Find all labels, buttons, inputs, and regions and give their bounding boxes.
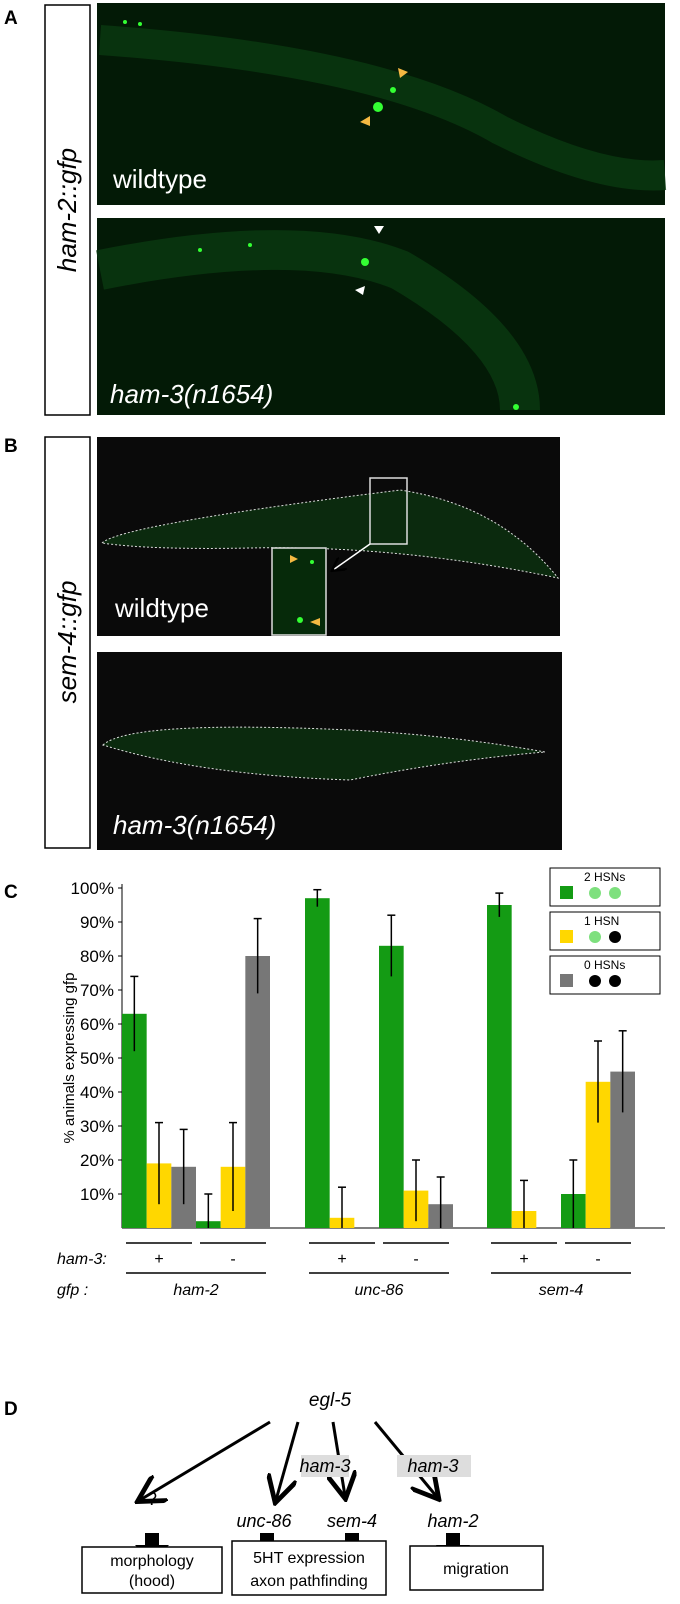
- target-node: unc-86: [236, 1511, 292, 1531]
- legend-dot: [589, 975, 601, 987]
- category-label: +: [154, 1251, 163, 1268]
- row-label: gfp :: [57, 1282, 88, 1299]
- y-tick-label: 100%: [71, 879, 114, 898]
- label-box: [44, 4, 91, 416]
- category-label: -: [230, 1251, 235, 1268]
- y-tick-label: 90%: [80, 913, 114, 932]
- panel-label: A: [4, 8, 18, 29]
- y-tick-label: 10%: [80, 1185, 114, 1204]
- category-label: -: [595, 1251, 600, 1268]
- panel-label: C: [4, 882, 18, 903]
- target-node: ?: [147, 1489, 157, 1509]
- bar: [305, 898, 330, 1228]
- image-label: wildtype: [112, 164, 207, 194]
- panel-label: D: [4, 1399, 18, 1420]
- legend-label: 2 HSNs: [584, 870, 625, 884]
- root-node: egl-5: [309, 1390, 352, 1411]
- modifier: ham-3: [299, 1456, 350, 1476]
- image-label: ham-3(n1654): [110, 379, 273, 409]
- y-tick-label: 50%: [80, 1049, 114, 1068]
- legend-label: 0 HSNs: [584, 958, 625, 972]
- y-tick-label: 80%: [80, 947, 114, 966]
- outcome: (hood): [129, 1573, 175, 1590]
- y-tick-label: 60%: [80, 1015, 114, 1034]
- legend-dot: [589, 887, 601, 899]
- legend-swatch: [560, 974, 573, 987]
- y-tick-label: 30%: [80, 1117, 114, 1136]
- category-label: -: [413, 1251, 418, 1268]
- outcome: migration: [443, 1561, 509, 1578]
- bar: [379, 945, 404, 1228]
- group-label: unc-86: [355, 1282, 404, 1299]
- legend-dot: [609, 887, 621, 899]
- panel-label: B: [4, 436, 18, 457]
- category-label: +: [337, 1251, 346, 1268]
- bar: [487, 905, 512, 1228]
- legend-swatch: [560, 930, 573, 943]
- label-box: [44, 436, 91, 849]
- outcome: morphology: [110, 1553, 194, 1570]
- modifier: ham-3: [407, 1456, 458, 1476]
- legend-label: 1 HSN: [584, 914, 619, 928]
- y-axis-label: % animals expressing gfp: [61, 973, 78, 1144]
- legend-swatch: [560, 886, 573, 899]
- legend-dot: [609, 931, 621, 943]
- legend-dot: [589, 931, 601, 943]
- legend-dot: [609, 975, 621, 987]
- row-label: ham-3:: [57, 1251, 107, 1268]
- target-node: ham-2: [427, 1511, 478, 1531]
- construct-label: ham-2::gfp: [52, 148, 82, 272]
- outcome: 5HT expression: [253, 1550, 365, 1567]
- y-tick-label: 20%: [80, 1151, 114, 1170]
- y-tick-label: 70%: [80, 981, 114, 1000]
- y-tick-label: 40%: [80, 1083, 114, 1102]
- bar: [245, 956, 270, 1228]
- outcome: axon pathfinding: [250, 1573, 367, 1590]
- group-label: sem-4: [539, 1282, 584, 1299]
- image-label: ham-3(n1654): [113, 810, 276, 840]
- chart: 10% 20% 30% 40% 50% 60% 70% 80% 90% 100% % animals…: [57, 867, 665, 1299]
- construct-label: sem-4::gfp: [52, 581, 82, 704]
- category-label: +: [519, 1251, 528, 1268]
- group-label: ham-2: [173, 1282, 218, 1299]
- target-node: sem-4: [327, 1511, 377, 1531]
- image-label: wildtype: [114, 593, 209, 623]
